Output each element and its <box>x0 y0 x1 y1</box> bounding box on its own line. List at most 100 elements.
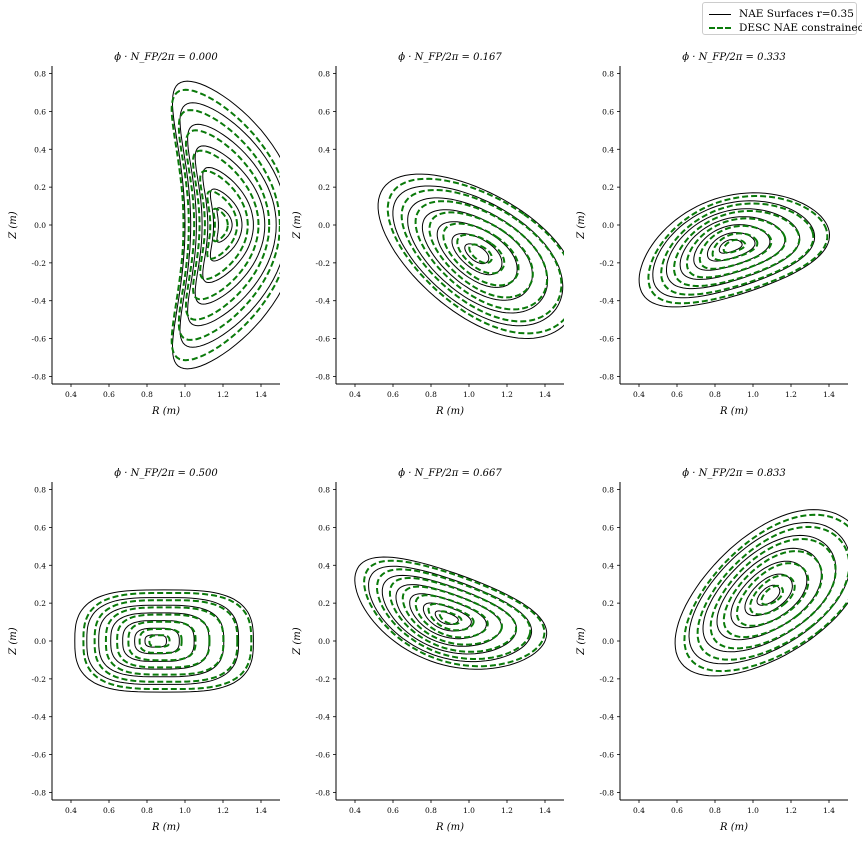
y-tick-label: 0.6 <box>34 107 46 116</box>
y-tick-label: -0.2 <box>32 259 47 268</box>
nae-surface-line <box>718 239 743 254</box>
subplot-4: ϕ · N_FP/2π = 0.667 0.4 0.6 0.8 1.0 1.2 1.4 -0.… <box>292 468 564 833</box>
y-tick-label: 0.2 <box>318 599 330 608</box>
desc-surface-line <box>199 169 249 281</box>
desc-surface-line <box>749 574 796 616</box>
desc-surface-line <box>698 224 773 270</box>
nae-surface-line <box>377 173 564 340</box>
x-tick-label: 0.6 <box>103 390 115 399</box>
y-tick-label: -0.2 <box>600 259 615 268</box>
x-axis-label: R (m) <box>151 406 180 417</box>
surfaces <box>674 509 848 677</box>
y-tick-label: 0.0 <box>318 637 330 646</box>
subplot-5: ϕ · N_FP/2π = 0.833 0.4 0.6 0.8 1.0 1.2 1.4 -0.… <box>576 468 848 833</box>
y-tick-label: 0.4 <box>318 145 330 154</box>
y-tick-label: -0.8 <box>600 372 615 381</box>
y-tick-label: -0.4 <box>32 713 47 722</box>
y-tick-label: -0.6 <box>600 335 615 344</box>
x-tick-label: 0.6 <box>671 806 683 815</box>
desc-surface-line <box>184 129 271 321</box>
desc-surface-line <box>93 599 239 683</box>
y-tick-label: 0.2 <box>602 183 614 192</box>
x-tick-label: 0.8 <box>141 806 153 815</box>
y-tick-label: -0.6 <box>316 751 331 760</box>
desc-surface-line <box>104 606 225 676</box>
desc-surface-line <box>456 233 506 275</box>
y-tick-label: -0.2 <box>316 675 331 684</box>
x-tick-label: 1.0 <box>747 806 759 815</box>
nae-surface-line <box>86 597 240 685</box>
nae-surface-line <box>144 634 168 648</box>
y-tick-label: -0.8 <box>32 788 47 797</box>
y-tick-label: 0.0 <box>34 221 46 230</box>
desc-surface-line <box>206 190 239 260</box>
x-tick-label: 1.0 <box>463 806 475 815</box>
subplot-0: ϕ · N_FP/2π = 0.000 0.4 0.6 0.8 1.0 1.2 1.4 -0.… <box>8 52 280 417</box>
y-tick-label: -0.8 <box>600 788 615 797</box>
desc-surface-line <box>192 149 260 301</box>
y-tick-label: -0.8 <box>316 788 331 797</box>
nae-surface-line <box>674 509 848 677</box>
x-tick-label: 1.4 <box>539 390 551 399</box>
desc-surface-line <box>82 592 253 690</box>
surfaces <box>74 589 254 693</box>
nae-surface-line <box>688 521 848 665</box>
nae-surface-line <box>209 188 243 262</box>
x-tick-label: 1.4 <box>539 806 551 815</box>
x-tick-label: 1.2 <box>501 390 513 399</box>
x-axis-label: R (m) <box>435 822 464 833</box>
desc-surface-line <box>722 550 824 639</box>
nae-surface-line <box>652 200 816 299</box>
x-tick-label: 0.4 <box>349 806 361 815</box>
y-tick-label: 0.8 <box>318 70 330 79</box>
subplot-title: ϕ · N_FP/2π = 0.333 <box>682 52 785 63</box>
y-tick-label: -0.4 <box>600 713 615 722</box>
x-tick-label: 0.8 <box>141 390 153 399</box>
y-tick-label: -0.6 <box>32 751 47 760</box>
y-tick-label: 0.8 <box>602 486 614 495</box>
x-tick-label: 1.4 <box>823 390 835 399</box>
desc-surface-line <box>760 584 784 606</box>
y-axis-label: Z (m) <box>576 627 587 656</box>
y-tick-label: -0.2 <box>316 259 331 268</box>
y-tick-label: 0.8 <box>34 486 46 495</box>
nae-surface-line <box>434 610 459 625</box>
nae-surface-line <box>464 243 490 265</box>
legend-entry-nae: NAE Surfaces r=0.35 <box>709 7 854 21</box>
y-tick-label: -0.8 <box>32 372 47 381</box>
x-tick-label: 1.2 <box>785 390 797 399</box>
y-tick-label: -0.6 <box>316 335 331 344</box>
desc-surface-line <box>468 243 493 264</box>
x-tick-label: 0.8 <box>425 806 437 815</box>
y-tick-label: -0.6 <box>32 335 47 344</box>
desc-surface-line <box>400 188 563 323</box>
x-tick-label: 1.2 <box>785 806 797 815</box>
desc-surface-line <box>709 537 837 650</box>
nae-surface-line <box>702 534 837 653</box>
y-axis-label: Z (m) <box>8 211 19 240</box>
nae-surface-line <box>392 185 564 327</box>
x-tick-label: 1.0 <box>463 390 475 399</box>
nae-surface-line <box>421 209 533 301</box>
desc-surface-line <box>736 562 810 627</box>
subplot-3: ϕ · N_FP/2π = 0.500 0.4 0.6 0.8 1.0 1.2 1.4 -0.… <box>8 468 280 833</box>
desc-surface-line <box>685 217 787 279</box>
y-tick-label: 0.4 <box>318 561 330 570</box>
nae-surface-line <box>407 197 549 314</box>
surfaces <box>377 173 564 340</box>
x-tick-label: 0.8 <box>709 806 721 815</box>
desc-surface-line <box>442 222 520 287</box>
nae-surface-line <box>354 556 548 670</box>
desc-surface-line <box>673 210 801 287</box>
desc-surface-line <box>148 634 171 648</box>
y-tick-label: 0.0 <box>34 637 46 646</box>
desc-surface-line <box>401 585 503 646</box>
y-tick-label: 0.0 <box>318 221 330 230</box>
desc-surface-line <box>647 194 829 305</box>
desc-surface-line <box>683 513 848 673</box>
x-tick-label: 0.4 <box>633 806 645 815</box>
nae-surface-line <box>451 233 503 276</box>
y-axis-label: Z (m) <box>576 211 587 240</box>
y-tick-label: 0.0 <box>602 221 614 230</box>
x-tick-label: 1.2 <box>217 390 229 399</box>
